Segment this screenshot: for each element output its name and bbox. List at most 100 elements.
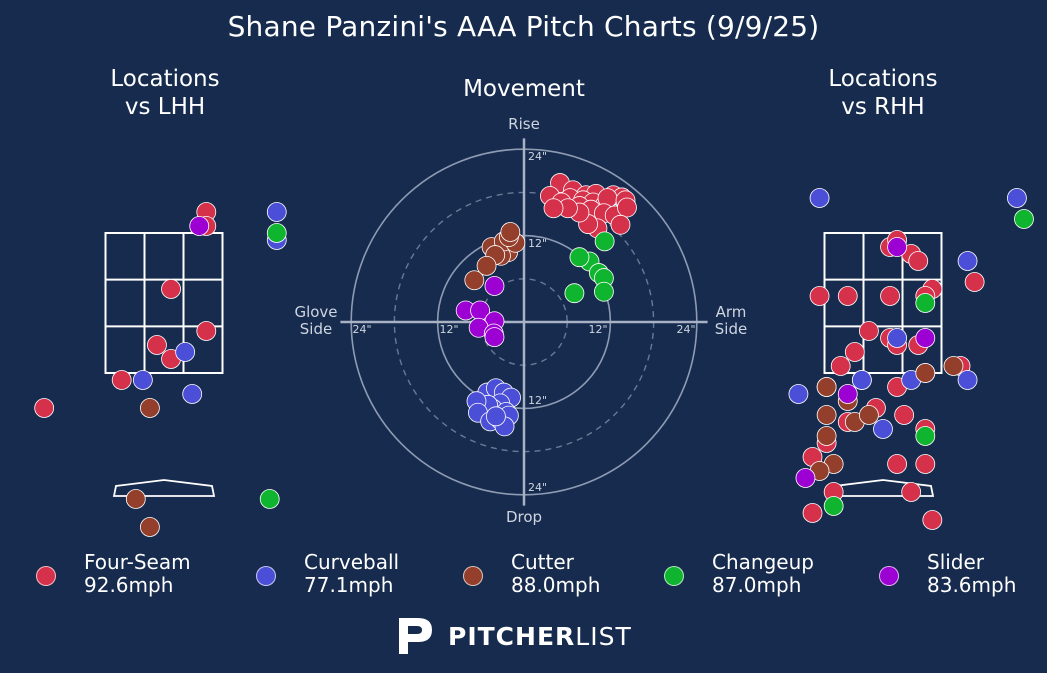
legend-label: Curveball 77.1mph — [304, 551, 399, 597]
pitch-point-curveball-3 — [132, 370, 153, 390]
pitch-point-cutter-1 — [915, 363, 936, 383]
pitch-point-cutter-5 — [816, 426, 837, 446]
movement-point-slider-6 — [484, 327, 505, 348]
pitch-point-changeup-1 — [259, 489, 280, 509]
legend-pitch-velocity: 77.1mph — [304, 573, 394, 597]
pitch-point-changeup-2 — [915, 426, 936, 446]
movement-point-fourseam-19 — [610, 214, 631, 235]
lhh-title-line-1: vs LHH — [124, 94, 206, 120]
pitch-point-fourseam-3 — [908, 251, 929, 271]
pitch-point-slider-0 — [189, 216, 210, 236]
movement-point-fourseam-18 — [617, 197, 637, 218]
legend-swatch — [463, 566, 483, 586]
pitch-point-fourseam-8 — [880, 286, 900, 306]
pitch-point-changeup-0 — [266, 223, 287, 243]
pitch-point-fourseam-10 — [859, 321, 879, 341]
pitch-point-curveball-1 — [1007, 188, 1027, 208]
movement-point-curveball-14 — [486, 406, 506, 427]
rhh-panel-title: Locations vs RHH — [783, 65, 983, 121]
pitch-point-fourseam-6 — [111, 370, 132, 390]
pitch-point-curveball-4 — [182, 384, 203, 404]
legend-swatch — [664, 566, 684, 586]
pitch-point-fourseam-4 — [147, 335, 167, 355]
page-title: Shane Panzini's AAA Pitch Charts (9/9/25… — [227, 10, 820, 43]
pitch-point-changeup-0 — [1014, 209, 1034, 229]
pitch-point-fourseam-5 — [964, 272, 985, 292]
pitch-point-curveball-5 — [957, 370, 978, 390]
ring-label-bottom-24: 24" — [528, 481, 547, 494]
pitch-point-cutter-7 — [859, 405, 879, 425]
rise-label: Rise — [508, 115, 540, 133]
pitch-point-fourseam-15 — [830, 356, 851, 376]
ring-label-top-12: 12" — [528, 237, 547, 250]
movement-point-changeup-3 — [569, 247, 590, 268]
pitch-point-slider-1 — [915, 328, 936, 348]
movement-panel-title: Movement — [463, 76, 585, 102]
movement-point-changeup-6 — [564, 283, 585, 304]
movement-point-changeup-5 — [594, 281, 614, 302]
pitch-point-cutter-0 — [140, 398, 160, 418]
legend-pitch-velocity: 83.6mph — [927, 573, 1017, 597]
legend-pitch-name: Four-Seam — [84, 550, 191, 574]
pitch-point-curveball-8 — [851, 370, 872, 390]
pitch-point-cutter-3 — [816, 405, 837, 425]
movement-grid — [340, 138, 708, 506]
ring-label-bottom-12: 12" — [528, 394, 547, 407]
pitch-point-curveball-0 — [266, 202, 287, 222]
glove-side-label-2: Side — [300, 320, 332, 338]
rhh-title-line-0: Locations — [828, 66, 938, 92]
pitch-point-fourseam-32 — [802, 503, 823, 523]
lhh-panel-title: Locations vs LHH — [65, 65, 265, 121]
legend-swatch — [256, 566, 276, 586]
legend-pitch-velocity: 88.0mph — [511, 573, 601, 597]
pitch-point-fourseam-25 — [915, 454, 936, 474]
pitch-point-fourseam-2 — [161, 279, 181, 299]
ring-label-top-24: 24" — [528, 150, 547, 163]
pitch-point-curveball-3 — [887, 328, 907, 348]
pitch-point-cutter-2 — [140, 517, 160, 537]
movement-point-slider-0 — [484, 276, 505, 296]
pitch-point-cutter-0 — [816, 377, 837, 397]
pitch-point-curveball-2 — [957, 251, 978, 271]
pitch-point-fourseam-21 — [894, 405, 915, 425]
drop-label: Drop — [506, 508, 542, 526]
pitch-point-changeup-3 — [823, 496, 844, 516]
legend-pitch-name: Cutter — [511, 550, 574, 574]
legend-label: Cutter 88.0mph — [511, 551, 600, 597]
pitch-point-fourseam-7 — [837, 286, 858, 306]
home-plate — [112, 479, 216, 497]
pitch-point-fourseam-3 — [196, 321, 217, 341]
legend-swatch — [36, 566, 56, 586]
ring-label-left-12: 12" — [439, 323, 458, 336]
arm-side-label-2: Side — [715, 320, 747, 338]
pitch-point-fourseam-31 — [901, 482, 922, 502]
pitch-point-slider-3 — [795, 468, 816, 488]
ring-label-right-12: 12" — [588, 323, 607, 336]
legend-pitch-name: Slider — [927, 550, 985, 574]
legend: Four-Seam 92.6mph Curveball 77.1mph Cutter 88… — [0, 548, 1047, 608]
logo-light-text: LIST — [575, 622, 632, 651]
movement-point-cutter-6 — [500, 222, 521, 242]
pitcherlist-logo-text: PITCHERLIST — [448, 622, 632, 651]
movement-point-fourseam-24 — [543, 198, 564, 219]
ring-label-right-24: 24" — [676, 323, 695, 336]
rhh-title-line-1: vs RHH — [841, 94, 925, 120]
legend-label: Four-Seam 92.6mph — [84, 551, 191, 597]
logo-bold-text: PITCHER — [448, 622, 576, 651]
pitch-point-fourseam-6 — [809, 286, 830, 306]
legend-pitch-velocity: 87.0mph — [712, 573, 802, 597]
pitcherlist-logo: PITCHERLIST — [396, 614, 636, 658]
legend-pitch-velocity: 92.6mph — [84, 573, 174, 597]
movement-point-cutter-9 — [464, 270, 485, 291]
movement-point-cutter-8 — [476, 255, 497, 276]
lhh-title-line-0: Locations — [110, 66, 220, 92]
pitch-point-cutter-1 — [125, 489, 146, 509]
ring-label-left-24: 24" — [352, 323, 371, 336]
pitch-point-slider-2 — [837, 384, 858, 404]
pitch-point-fourseam-7 — [34, 398, 55, 418]
pitch-point-fourseam-29 — [922, 510, 943, 530]
movement-point-changeup-0 — [594, 231, 615, 252]
pitch-point-fourseam-14 — [844, 342, 865, 362]
